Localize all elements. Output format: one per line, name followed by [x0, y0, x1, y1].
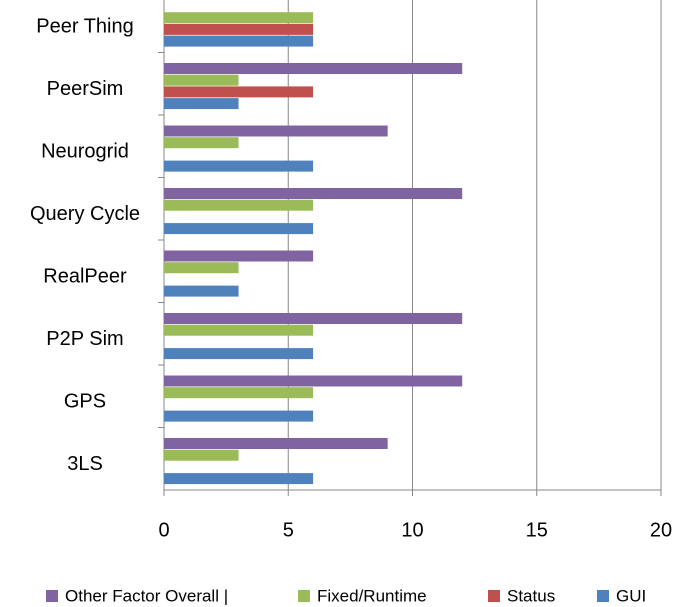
x-tick-label: 15	[526, 519, 548, 541]
bar	[164, 313, 463, 324]
bar	[164, 125, 388, 137]
legend-swatch	[298, 590, 310, 602]
x-tick-label: 5	[283, 519, 294, 541]
bar	[164, 375, 463, 387]
bar	[164, 473, 314, 485]
y-tick-label: P2P Sim	[46, 328, 123, 350]
y-tick-label: Neurogrid	[41, 140, 129, 162]
bar	[164, 324, 314, 336]
bar	[164, 35, 314, 47]
x-tick-label: 0	[158, 519, 169, 541]
bar	[164, 74, 239, 86]
y-tick-label: GPS	[64, 390, 106, 412]
bar	[164, 188, 463, 199]
x-tick-label: 10	[401, 519, 423, 541]
bar	[164, 98, 239, 110]
y-tick-label: Peer Thing	[36, 15, 133, 37]
bar	[164, 285, 239, 297]
legend-label: Other Factor Overall |	[65, 586, 228, 605]
bar	[164, 348, 314, 360]
bar	[164, 23, 314, 35]
bar	[164, 86, 314, 98]
bar	[164, 160, 314, 172]
legend-swatch	[46, 590, 58, 602]
bar	[164, 199, 314, 211]
bar	[164, 12, 314, 24]
legend-swatch	[488, 590, 500, 602]
legend-label: Fixed/Runtime	[317, 586, 427, 605]
legend: Other Factor Overall | Fixed/Runtime Statu…	[46, 586, 646, 605]
bar	[164, 63, 463, 74]
bar	[164, 250, 314, 262]
legend-label: Status	[507, 586, 555, 605]
bar	[164, 223, 314, 235]
x-tick-label: 20	[650, 519, 672, 541]
legend-label: GUI	[616, 586, 646, 605]
bar	[164, 449, 239, 461]
y-tick-label: PeerSim	[47, 78, 124, 100]
y-tick-label: 3LS	[67, 453, 103, 475]
bar	[164, 262, 239, 274]
bar	[164, 137, 239, 149]
y-tick-label: Query Cycle	[30, 203, 140, 225]
y-tick-label: RealPeer	[43, 265, 127, 287]
bar	[164, 438, 388, 449]
bar	[164, 410, 314, 422]
bar	[164, 387, 314, 399]
legend-swatch	[597, 590, 609, 602]
